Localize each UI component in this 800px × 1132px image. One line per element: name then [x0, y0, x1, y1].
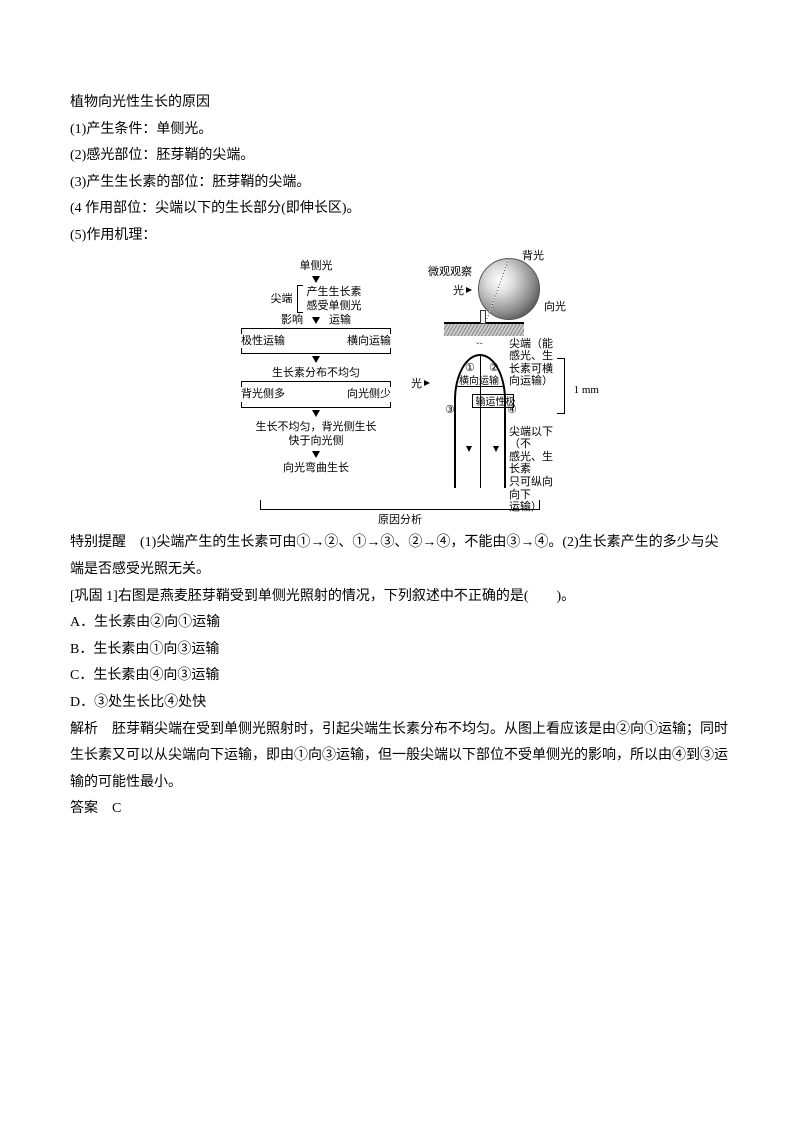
option-a: A．生长素由②向①运输 [70, 610, 730, 637]
explanation: 解析 胚芽鞘尖端在受到单侧光照射时，引起尖端生长素分布不均匀。从图上看应该是由②… [70, 717, 730, 797]
point-1: (1)产生条件：单侧光。 [70, 117, 730, 144]
right-illustration: 微观观察 光 背光 向光 ˇˇ 光 尖端（能感光、生 长素可横向运输） [409, 258, 559, 492]
mechanism-diagram: 单侧光 尖端 产生生长素 感受单侧光 影响 运输 极性运输 横向运输 [70, 258, 730, 492]
flow-uneven: 生长素分布不均匀 [272, 366, 360, 380]
arrow-down-icon [312, 410, 320, 417]
flow-lateral: 横向运输 [347, 334, 391, 348]
marker-2: ② [489, 358, 499, 379]
flow-bend: 向光弯曲生长 [283, 461, 349, 475]
point-3: (3)产生生长素的部位：胚芽鞘的尖端。 [70, 170, 730, 197]
flow-polar: 极性运输 [241, 334, 285, 348]
flow-light: 单侧光 [300, 259, 333, 273]
flow-affect: 影响 [281, 313, 303, 327]
micro-title: 微观观察 [428, 266, 472, 279]
point-2: (2)感光部位：胚芽鞘的尖端。 [70, 143, 730, 170]
option-b: B．生长素由①向③运输 [70, 637, 730, 664]
special-reminder: 特别提醒 (1)尖端产生的生长素可由①→②、①→③、②→④，不能由③→④。(2)… [70, 530, 730, 583]
flow-shade-more: 背光侧多 [241, 387, 285, 401]
flow-growth-diff: 生长不均匀，背光侧生长 快于向光侧 [256, 420, 377, 449]
label-light-side: 向光 [544, 297, 566, 318]
flowchart: 单侧光 尖端 产生生长素 感受单侧光 影响 运输 极性运输 横向运输 [241, 258, 391, 477]
marker-1: ① [465, 358, 475, 379]
ruler-label: 1 mm [574, 380, 599, 401]
title: 植物向光性生长的原因 [70, 90, 730, 117]
tip-fn-2: 感受单侧光 [307, 299, 362, 313]
ruler-1mm [557, 358, 565, 414]
cell-sphere-icon [478, 258, 540, 320]
polar-transport-label: 极 性 运 输 [472, 394, 514, 408]
coleoptile-diagram: 光 尖端（能感光、生 长素可横向运输） 横向运输 ① ② ③ ④ 极 性 运 输… [409, 342, 559, 492]
arrow-down-icon [312, 451, 320, 458]
answer: 答案 C [70, 796, 730, 823]
flow-tip: 尖端 [271, 292, 293, 306]
tip-label: 尖端（能感光、生 长素可横向运输） [509, 338, 559, 389]
flow-transport: 运输 [329, 313, 351, 327]
seedling-icon [480, 310, 486, 324]
marker-3: ③ [445, 400, 455, 421]
flow-light-less: 向光侧少 [347, 387, 391, 401]
below-tip-label: 尖端以下（不 感光、生长素 只可纵向向下 运输） [509, 426, 559, 514]
option-d: D．③处生长比④处快 [70, 690, 730, 717]
analysis-bracket [260, 500, 540, 510]
option-c: C．生长素由④向③运输 [70, 663, 730, 690]
tip-fn-1: 产生生长素 [307, 285, 362, 299]
arrow-down-icon [312, 356, 320, 363]
point-4: (4 作用部位：尖端以下的生长部分(即伸长区)。 [70, 196, 730, 223]
analysis-label: 原因分析 [378, 510, 422, 531]
arrow-down-icon [312, 276, 320, 283]
arrow-down-icon [312, 317, 320, 324]
light-arrow: 光 [411, 374, 430, 395]
ground-icon: ˇˇ [444, 322, 524, 336]
micro-light-arrow: 光 [428, 285, 472, 298]
question-stem: [巩固 1]右图是燕麦胚芽鞘受到单侧光照射的情况，下列叙述中不正确的是( )。 [70, 584, 730, 611]
point-5: (5)作用机理： [70, 223, 730, 250]
arrow-down-icon [466, 446, 472, 452]
arrow-down-icon [493, 446, 499, 452]
